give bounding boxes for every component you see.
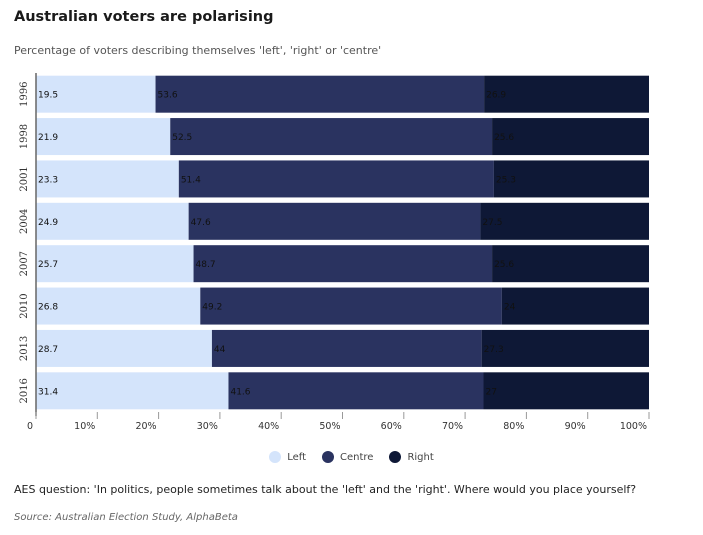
bar-left-1996 [36, 75, 156, 113]
bar-right-2013 [481, 329, 649, 367]
bar-left-1998 [36, 118, 171, 156]
x-tick-label-3: 30% [197, 421, 218, 432]
bar-left-2004 [36, 202, 189, 240]
y-tick-label-2004: 2004 [19, 209, 30, 234]
data-label-right-2010: 24 [504, 303, 516, 313]
x-tick-label-4: 40% [258, 421, 279, 432]
data-label-centre-1996: 53.6 [158, 91, 178, 101]
bar-left-2007 [36, 245, 194, 283]
data-label-right-2013: 27.3 [484, 345, 504, 355]
bar-left-2010 [36, 287, 201, 325]
bar-right-2007 [492, 245, 649, 283]
x-tick-label-10: 100% [620, 421, 647, 432]
aes-question-note: AES question: 'In politics, people somet… [14, 483, 637, 496]
legend-swatch-centre [322, 451, 335, 463]
x-tick-label-7: 70% [442, 421, 463, 432]
legend-swatch-left [269, 451, 282, 463]
legend-label-left: Left [287, 451, 307, 463]
legend: Left Centre Right [0, 451, 703, 463]
x-tick-label-8: 80% [503, 421, 524, 432]
data-label-left-2004: 24.9 [38, 218, 58, 228]
chart-subtitle: Percentage of voters describing themselv… [14, 44, 382, 57]
bar-centre-2016 [228, 372, 484, 410]
bar-centre-2004 [188, 202, 481, 240]
x-tick-label-2: 20% [135, 421, 156, 432]
bar-centre-2010 [200, 287, 502, 325]
legend-swatch-right [389, 451, 402, 463]
x-tick-label-6: 60% [381, 421, 402, 432]
legend-item-left[interactable]: Left [269, 451, 306, 463]
bar-centre-1998 [170, 118, 493, 156]
data-label-centre-2016: 41.6 [230, 387, 250, 397]
y-tick-label-2013: 2013 [19, 336, 30, 361]
bar-right-2016 [483, 372, 649, 410]
data-label-right-2001: 25.3 [496, 175, 516, 185]
y-tick-label-1998: 1998 [19, 124, 30, 149]
data-label-right-1996: 26.9 [486, 91, 506, 101]
bar-centre-1996 [155, 75, 485, 113]
bar-right-1998 [492, 118, 649, 156]
y-tick-label-2001: 2001 [19, 166, 30, 191]
data-label-left-1998: 21.9 [38, 133, 58, 143]
y-tick-label-1996: 1996 [19, 81, 30, 106]
y-tick-label-2007: 2007 [19, 251, 30, 276]
legend-label-right: Right [407, 451, 434, 463]
x-tick-label-9: 90% [565, 421, 586, 432]
y-tick-label-2016: 2016 [19, 378, 30, 403]
data-label-centre-2010: 49.2 [202, 303, 222, 313]
data-label-centre-2013: 44 [214, 345, 226, 355]
data-label-right-2004: 27.5 [482, 218, 502, 228]
data-label-left-2010: 26.8 [38, 303, 58, 313]
bar-left-2001 [36, 160, 179, 198]
data-label-right-2007: 25.6 [494, 260, 514, 270]
chart-title: Australian voters are polarising [14, 9, 274, 25]
legend-item-right[interactable]: Right [389, 451, 434, 463]
bar-right-2004 [480, 202, 649, 240]
data-label-centre-1998: 52.5 [172, 133, 192, 143]
data-label-left-2001: 23.3 [38, 175, 58, 185]
bar-centre-2007 [193, 245, 493, 283]
data-label-centre-2004: 47.6 [191, 218, 211, 228]
bar-centre-2001 [178, 160, 494, 198]
data-label-left-1996: 19.5 [38, 91, 58, 101]
bar-centre-2013 [211, 329, 482, 367]
bar-right-2010 [501, 287, 649, 325]
x-tick-label-0: 0 [27, 421, 33, 432]
bar-left-2016 [36, 372, 229, 410]
data-label-left-2013: 28.7 [38, 345, 58, 355]
legend-label-centre: Centre [340, 451, 374, 463]
data-label-left-2016: 31.4 [38, 387, 58, 397]
legend-item-centre[interactable]: Centre [322, 451, 373, 463]
x-tick-label-1: 10% [74, 421, 95, 432]
bar-left-2013 [36, 329, 212, 367]
stacked-bar-chart: 19.5 53.6 26.9 1996 21.9 52.5 25.6 1998 23.3 51.4… [19, 73, 650, 432]
y-tick-label-2010: 2010 [19, 293, 30, 318]
data-label-right-2016: 27 [485, 387, 496, 397]
bar-right-2001 [493, 160, 649, 198]
bar-right-1996 [484, 75, 649, 113]
data-label-centre-2001: 51.4 [181, 175, 201, 185]
x-tick-label-5: 50% [319, 421, 340, 432]
source-note: Source: Australian Election Study, Alpha… [14, 512, 238, 523]
data-label-centre-2007: 48.7 [196, 260, 216, 270]
data-label-left-2007: 25.7 [38, 260, 58, 270]
data-label-right-1998: 25.6 [494, 133, 514, 143]
